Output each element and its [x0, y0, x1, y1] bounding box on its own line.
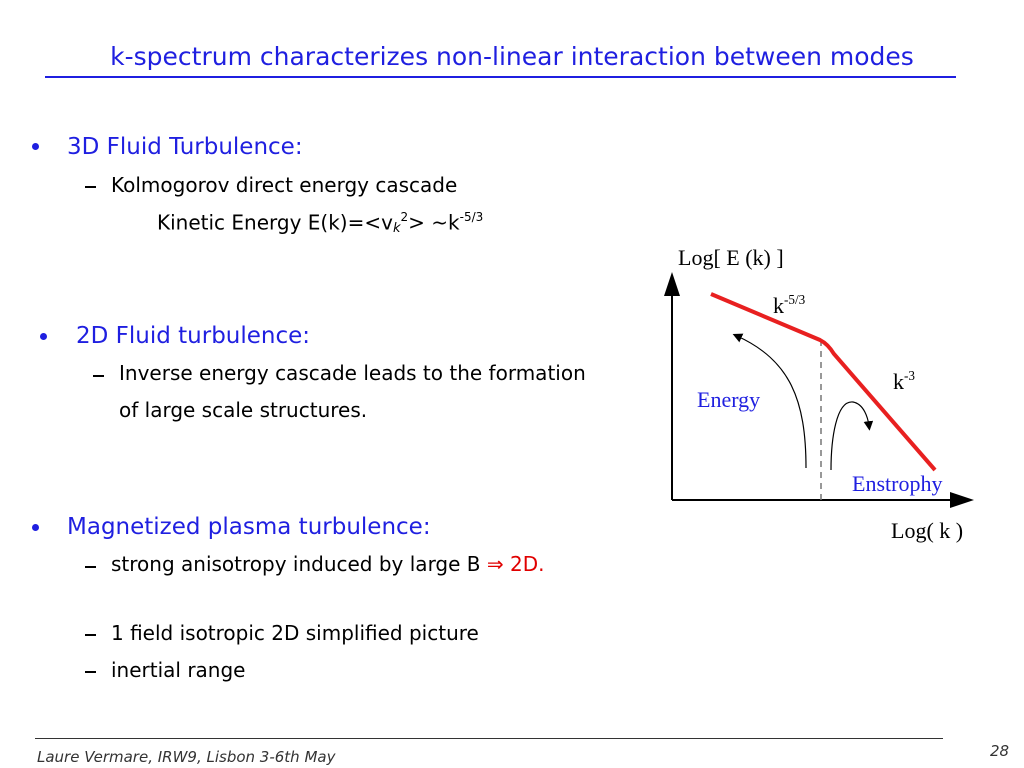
footer-rule [35, 738, 943, 739]
slope-exp: -5/3 [784, 292, 806, 307]
dash [93, 375, 104, 377]
bullet: Magnetized plasma turbulence: [67, 514, 431, 540]
formula-sub: k [392, 220, 401, 236]
sub-item: Inverse energy cascade leads to the form… [119, 361, 586, 422]
dash [85, 634, 96, 636]
highlight: ⇒ 2D. [486, 552, 545, 576]
x-label: Log( k ) [891, 518, 964, 543]
bullet: 3D Fluid Turbulence: [67, 134, 303, 160]
slope-label: k-3 [893, 369, 915, 393]
y-label: Log[ E (k) ] [678, 245, 784, 270]
formula-sup: 2 [400, 210, 409, 224]
bullet: 2D Fluid turbulence: [76, 323, 311, 349]
enstrophy-label: Enstrophy [852, 471, 943, 496]
energy-arrow [732, 333, 807, 469]
dash [85, 186, 96, 188]
slide-title: k-spectrum characterizes non-linear inte… [110, 42, 914, 71]
axis-arrow [664, 272, 680, 296]
energy-label: Energy [697, 387, 761, 412]
dash [85, 566, 96, 568]
sub-item: 1 field isotropic 2D simplified picture [111, 621, 479, 645]
title-rule [45, 76, 956, 78]
slope-exp: -3 [904, 368, 915, 383]
bullet-dot [40, 333, 47, 340]
bullet-dot [32, 524, 39, 531]
formula-part: Kinetic Energy E(k)=<v [157, 210, 393, 235]
formula-exp: -5/3 [459, 210, 484, 224]
sub-item: strong anisotropy induced by large B ⇒ 2… [111, 548, 631, 580]
dash [85, 671, 96, 673]
slope-label: k-5/3 [773, 293, 805, 317]
spectrum-line [710, 292, 937, 472]
footer-text: Laure Vermare, IRW9, Lisbon 3-6th May [37, 748, 336, 766]
sub-item: Kolmogorov direct energy cascade [111, 173, 458, 197]
axis-arrow [950, 492, 974, 508]
slope-base: k [893, 369, 904, 395]
page-number: 28 [990, 742, 1010, 760]
formula: Kinetic Energy E(k)=<vk2> ~k-5/3 [157, 211, 483, 235]
bullet-dot [32, 143, 39, 150]
sub-item: inertial range [111, 658, 246, 682]
sub-item-text: strong anisotropy induced by large B [111, 552, 481, 576]
formula-part: > ~k [408, 210, 460, 235]
slope-base: k [773, 293, 784, 319]
enstrophy-arrow [830, 401, 874, 471]
